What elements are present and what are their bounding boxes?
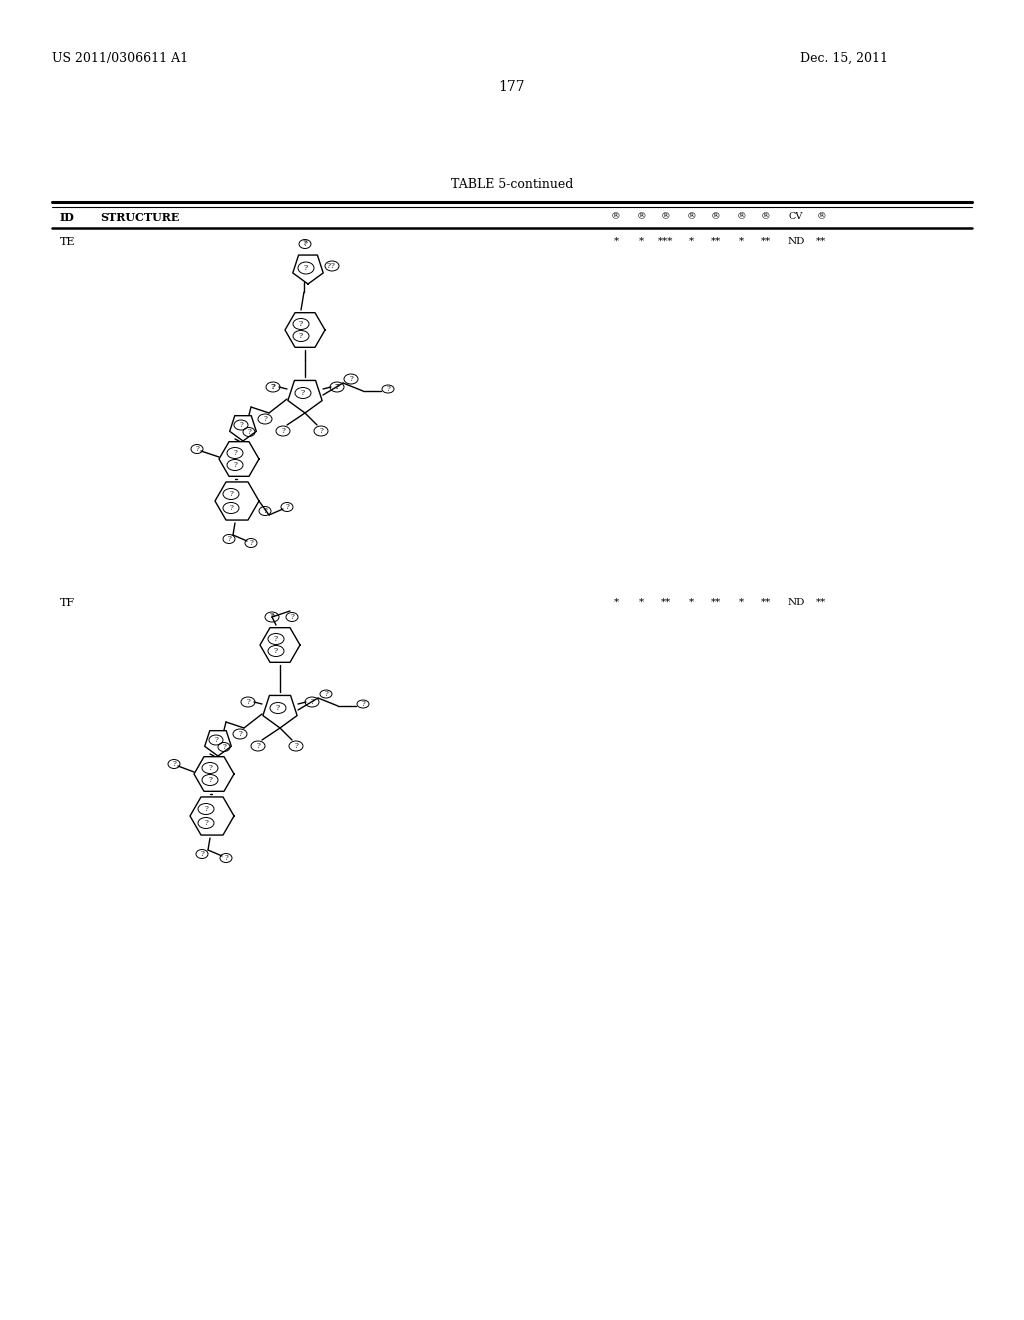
Text: *: * bbox=[613, 238, 618, 246]
Text: ?: ? bbox=[233, 461, 237, 469]
Text: *: * bbox=[738, 598, 743, 607]
Text: ?: ? bbox=[303, 239, 307, 247]
Text: Dec. 15, 2011: Dec. 15, 2011 bbox=[800, 51, 888, 65]
Text: ?: ? bbox=[208, 776, 212, 784]
Text: ?: ? bbox=[270, 612, 274, 620]
Text: **: ** bbox=[816, 598, 826, 607]
Text: ?: ? bbox=[303, 240, 307, 248]
Text: ?: ? bbox=[256, 742, 260, 750]
Text: ®: ® bbox=[761, 213, 771, 220]
Text: ?: ? bbox=[233, 449, 237, 457]
Text: ?: ? bbox=[349, 375, 353, 383]
Text: ?: ? bbox=[271, 383, 274, 391]
Text: ?: ? bbox=[263, 414, 267, 422]
Text: ®: ® bbox=[662, 213, 671, 220]
Text: TF: TF bbox=[60, 598, 75, 609]
Text: TE: TE bbox=[60, 238, 76, 247]
Text: ®: ® bbox=[636, 213, 646, 220]
Text: ?: ? bbox=[275, 704, 280, 711]
Text: ®: ® bbox=[686, 213, 696, 220]
Text: ?: ? bbox=[335, 383, 339, 391]
Text: ?: ? bbox=[238, 730, 242, 738]
Text: CV: CV bbox=[788, 213, 803, 220]
Text: TABLE 5-continued: TABLE 5-continued bbox=[451, 178, 573, 191]
Text: ?: ? bbox=[229, 490, 232, 498]
Text: ?: ? bbox=[195, 445, 199, 453]
Text: ?: ? bbox=[246, 698, 250, 706]
Text: *: * bbox=[638, 598, 643, 607]
Text: **: ** bbox=[761, 598, 771, 607]
Text: ?: ? bbox=[200, 850, 204, 858]
Text: ?: ? bbox=[285, 503, 289, 511]
Text: ?: ? bbox=[281, 426, 285, 436]
Text: ?: ? bbox=[204, 805, 208, 813]
Text: ?: ? bbox=[172, 760, 176, 768]
Text: ?: ? bbox=[304, 264, 308, 272]
Text: ?: ? bbox=[301, 389, 305, 397]
Text: ?: ? bbox=[310, 698, 314, 706]
Text: *: * bbox=[638, 238, 643, 246]
Text: 177: 177 bbox=[499, 81, 525, 94]
Text: **: ** bbox=[660, 598, 671, 607]
Text: **: ** bbox=[711, 598, 721, 607]
Text: ***: *** bbox=[658, 238, 674, 246]
Text: ?: ? bbox=[239, 421, 243, 429]
Text: **: ** bbox=[761, 238, 771, 246]
Text: ND: ND bbox=[787, 598, 805, 607]
Text: ®: ® bbox=[816, 213, 826, 220]
Text: ?: ? bbox=[290, 612, 294, 620]
Text: ?: ? bbox=[335, 383, 339, 391]
Text: *: * bbox=[613, 598, 618, 607]
Text: ?: ? bbox=[214, 737, 218, 744]
Text: ®: ® bbox=[611, 213, 621, 220]
Text: ?: ? bbox=[204, 818, 208, 828]
Text: ?: ? bbox=[361, 700, 365, 708]
Text: *: * bbox=[688, 598, 693, 607]
Text: ?: ? bbox=[271, 383, 275, 391]
Text: ID: ID bbox=[60, 213, 75, 223]
Text: ?: ? bbox=[249, 539, 253, 546]
Text: STRUCTURE: STRUCTURE bbox=[100, 213, 179, 223]
Text: ?: ? bbox=[270, 612, 274, 620]
Text: ?: ? bbox=[222, 743, 226, 751]
Text: ?: ? bbox=[294, 742, 298, 750]
Text: ®: ® bbox=[736, 213, 745, 220]
Text: ®: ® bbox=[711, 213, 721, 220]
Text: *: * bbox=[738, 238, 743, 246]
Text: ?: ? bbox=[319, 426, 323, 436]
Text: ?: ? bbox=[247, 428, 251, 436]
Text: ?: ? bbox=[274, 635, 279, 643]
Text: ?: ? bbox=[227, 535, 231, 543]
Text: ?: ? bbox=[326, 261, 330, 271]
Text: ?: ? bbox=[274, 647, 279, 655]
Text: *: * bbox=[688, 238, 693, 246]
Text: ?: ? bbox=[386, 385, 390, 393]
Text: **: ** bbox=[816, 238, 826, 246]
Text: ?: ? bbox=[330, 261, 334, 271]
Text: US 2011/0306611 A1: US 2011/0306611 A1 bbox=[52, 51, 188, 65]
Text: ?: ? bbox=[208, 764, 212, 772]
Text: ?: ? bbox=[263, 507, 267, 515]
Text: **: ** bbox=[711, 238, 721, 246]
Text: ?: ? bbox=[299, 319, 303, 327]
Text: ?: ? bbox=[324, 690, 328, 698]
Text: ?: ? bbox=[224, 854, 228, 862]
Text: ND: ND bbox=[787, 238, 805, 246]
Text: ?: ? bbox=[229, 504, 232, 512]
Text: ?: ? bbox=[299, 333, 303, 341]
